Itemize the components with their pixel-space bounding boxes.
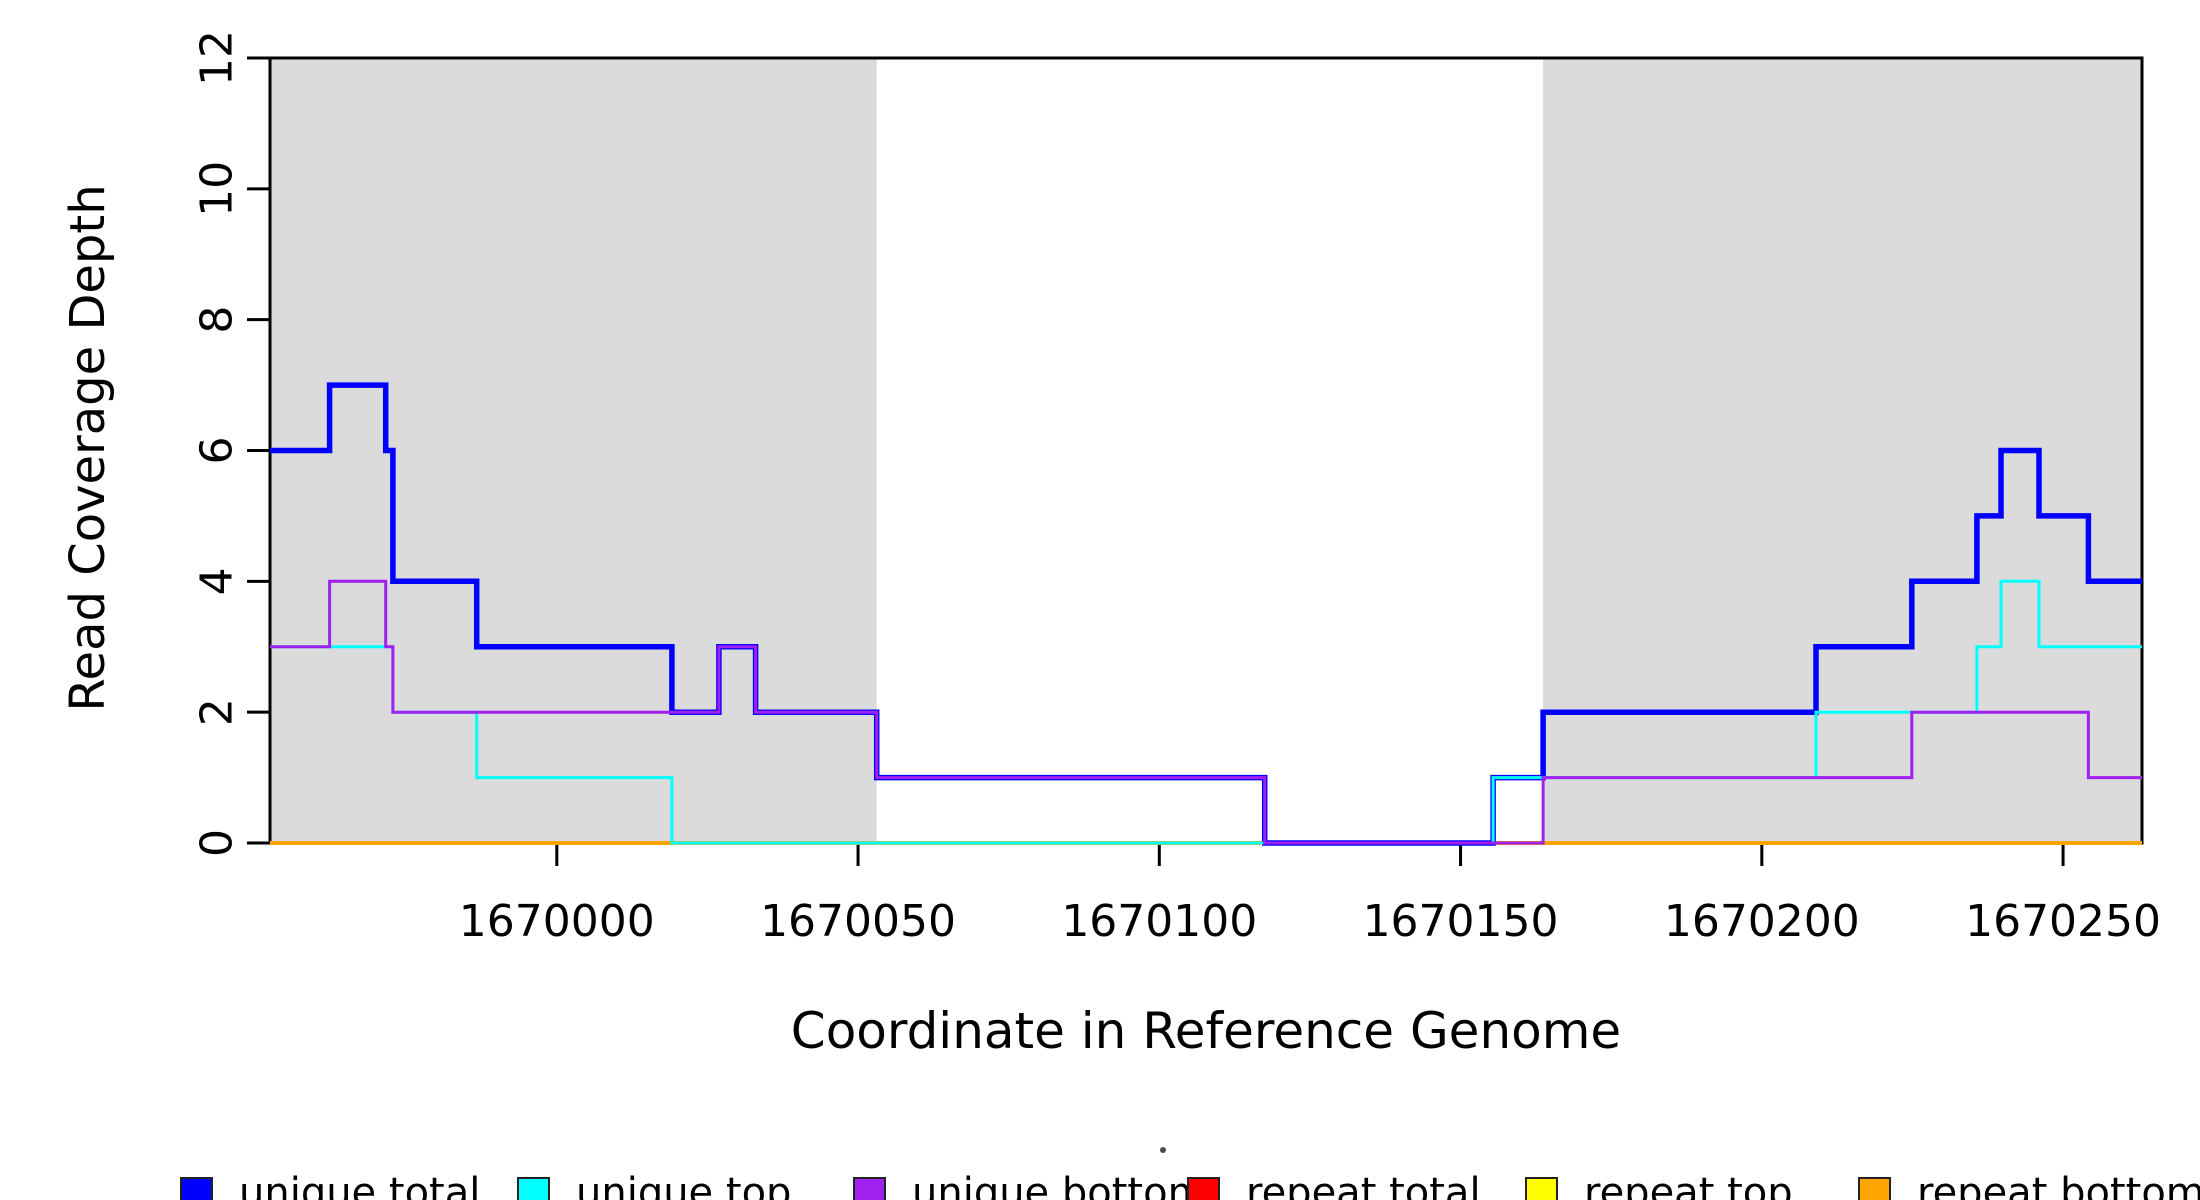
right-masked-region <box>1543 58 2142 843</box>
series-line-unique-bottom <box>270 579 2142 845</box>
x-tick-label: 1670100 <box>1061 896 1257 947</box>
stray-dot-artifact <box>1160 1147 1166 1153</box>
x-tick-label: 1670000 <box>459 896 655 947</box>
y-tick-label: 10 <box>192 161 243 217</box>
y-tick-label: 0 <box>192 829 243 857</box>
y-tick-label: 2 <box>192 698 243 726</box>
left-masked-region <box>270 58 877 843</box>
y-tick-label: 8 <box>192 306 243 334</box>
x-tick-label: 1670150 <box>1363 896 1559 947</box>
y-tick-label: 4 <box>192 567 243 595</box>
y-tick-label: 12 <box>192 30 243 86</box>
x-tick-label: 1670050 <box>760 896 956 947</box>
x-tick-label: 1670200 <box>1664 896 1860 947</box>
y-axis-title: Read Coverage Depth <box>60 184 116 712</box>
x-axis-title: Coordinate in Reference Genome <box>790 1002 1622 1060</box>
y-tick-label: 6 <box>192 437 243 465</box>
x-tick-label: 1670250 <box>1965 896 2161 947</box>
